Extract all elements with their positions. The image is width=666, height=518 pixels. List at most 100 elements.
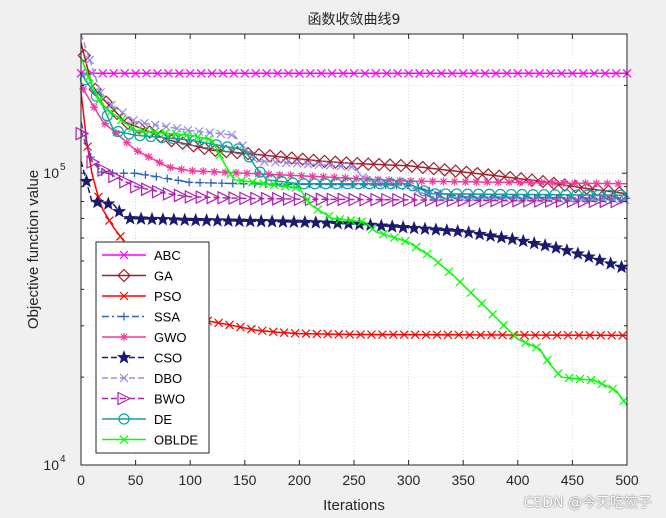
marker-pentagram bbox=[385, 219, 400, 233]
marker-circle bbox=[440, 188, 452, 200]
marker-pentagram bbox=[483, 228, 498, 242]
marker-diamond bbox=[339, 156, 354, 170]
marker-circle bbox=[429, 188, 441, 200]
legend-label: CSO bbox=[154, 351, 182, 366]
marker-x bbox=[399, 330, 409, 340]
marker-circle bbox=[603, 189, 616, 201]
marker-asterisk bbox=[79, 85, 88, 94]
marker-asterisk bbox=[188, 166, 197, 175]
marker-triangle bbox=[326, 192, 341, 207]
marker-circle bbox=[221, 141, 233, 153]
marker-circle bbox=[560, 189, 572, 201]
marker-triangle bbox=[162, 186, 177, 201]
marker-x bbox=[535, 68, 545, 78]
marker-pentagram bbox=[417, 221, 433, 235]
marker-x bbox=[119, 250, 129, 260]
marker-diamond bbox=[470, 166, 485, 181]
marker-asterisk bbox=[166, 163, 175, 172]
marker-asterisk bbox=[330, 173, 339, 182]
marker-x bbox=[542, 355, 552, 365]
x-tick-label: 100 bbox=[179, 472, 203, 488]
marker-triangle bbox=[130, 179, 145, 194]
marker-triangle bbox=[293, 192, 308, 207]
x-tick-label: 150 bbox=[233, 472, 257, 488]
marker-circle bbox=[363, 178, 375, 190]
marker-x bbox=[360, 68, 370, 78]
marker-asterisk bbox=[341, 173, 350, 182]
marker-x bbox=[258, 179, 268, 188]
marker-pentagram bbox=[308, 215, 323, 229]
marker-x bbox=[357, 217, 367, 227]
marker-x bbox=[116, 115, 126, 125]
marker-asterisk bbox=[581, 179, 590, 188]
marker-circle bbox=[118, 413, 130, 425]
series-line-dbo bbox=[80, 33, 628, 201]
marker-pentagram bbox=[428, 222, 443, 236]
marker-triangle bbox=[392, 192, 407, 207]
marker-circle bbox=[516, 188, 528, 201]
marker-x bbox=[491, 68, 501, 78]
marker-x bbox=[196, 68, 206, 78]
marker-asterisk bbox=[537, 178, 546, 187]
marker-x bbox=[194, 127, 204, 136]
series-line-bwo bbox=[80, 130, 628, 203]
marker-x bbox=[96, 87, 106, 97]
marker-pentagram bbox=[570, 246, 585, 260]
x-tick-label: 400 bbox=[506, 472, 530, 488]
marker-x bbox=[150, 120, 160, 130]
marker-triangle bbox=[97, 163, 112, 177]
marker-circle bbox=[451, 188, 463, 200]
marker-x bbox=[513, 68, 523, 78]
marker-circle bbox=[396, 178, 408, 190]
marker-triangle bbox=[403, 192, 418, 207]
marker-plus bbox=[119, 169, 128, 178]
marker-x bbox=[404, 68, 414, 78]
marker-asterisk bbox=[232, 168, 241, 177]
csdn-watermark: CSDN @今天吃饺子 bbox=[523, 495, 652, 511]
marker-x bbox=[215, 150, 225, 160]
marker-plus bbox=[141, 170, 150, 179]
marker-circle bbox=[494, 188, 506, 200]
legend-label: GWO bbox=[154, 330, 187, 345]
marker-triangle bbox=[119, 174, 134, 189]
marker-x bbox=[334, 329, 344, 339]
legend-item-gwo: GWO bbox=[102, 330, 187, 345]
marker-circle bbox=[418, 185, 430, 197]
marker-asterisk bbox=[275, 170, 284, 179]
marker-x bbox=[95, 95, 104, 105]
marker-asterisk bbox=[439, 177, 448, 186]
legend-label: DBO bbox=[154, 371, 182, 386]
legend-label: GA bbox=[154, 269, 173, 284]
marker-x bbox=[104, 216, 114, 225]
marker-x bbox=[563, 330, 573, 340]
marker-triangle bbox=[206, 190, 221, 205]
x-axis-label: Iterations bbox=[323, 497, 385, 514]
marker-x bbox=[469, 68, 479, 78]
marker-x bbox=[236, 322, 245, 332]
marker-pentagram bbox=[559, 243, 574, 257]
marker-x bbox=[294, 68, 304, 78]
marker-x bbox=[426, 68, 435, 78]
marker-circle bbox=[123, 128, 135, 140]
marker-x bbox=[229, 68, 239, 78]
marker-x bbox=[163, 68, 173, 78]
marker-circle bbox=[407, 180, 419, 192]
marker-plus bbox=[185, 178, 194, 187]
marker-asterisk bbox=[417, 177, 426, 186]
marker-x bbox=[292, 158, 302, 168]
marker-plus bbox=[228, 179, 237, 188]
marker-circle bbox=[243, 151, 255, 163]
marker-x bbox=[218, 68, 228, 78]
legend-item-ssa: SSA bbox=[102, 310, 180, 325]
legend-item-pso: PSO bbox=[102, 289, 181, 304]
marker-x bbox=[226, 169, 236, 179]
marker-asterisk bbox=[428, 177, 437, 186]
marker-x bbox=[502, 68, 512, 78]
marker-x bbox=[477, 299, 487, 308]
ticks bbox=[80, 33, 628, 466]
marker-x bbox=[139, 118, 149, 128]
marker-x bbox=[415, 68, 424, 78]
marker-circle bbox=[254, 166, 266, 178]
marker-x bbox=[586, 375, 596, 385]
